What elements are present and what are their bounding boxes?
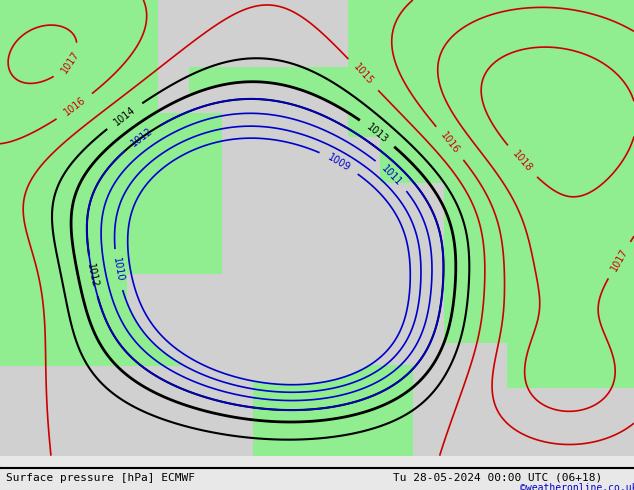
Text: ©weatheronline.co.uk: ©weatheronline.co.uk bbox=[520, 483, 634, 490]
Text: 1011: 1011 bbox=[380, 163, 404, 188]
Text: Tu 28-05-2024 00:00 UTC (06+18): Tu 28-05-2024 00:00 UTC (06+18) bbox=[393, 473, 602, 483]
Text: Surface pressure [hPa] ECMWF: Surface pressure [hPa] ECMWF bbox=[6, 473, 195, 483]
Text: 1017: 1017 bbox=[59, 49, 81, 75]
Text: 1010: 1010 bbox=[111, 257, 125, 283]
Text: 1013: 1013 bbox=[365, 122, 390, 145]
Text: 1012: 1012 bbox=[86, 263, 100, 289]
Text: 1009: 1009 bbox=[326, 152, 353, 173]
Text: 1014: 1014 bbox=[112, 104, 137, 127]
Text: 1015: 1015 bbox=[351, 62, 375, 87]
Text: 1012: 1012 bbox=[129, 126, 155, 148]
Text: 1017: 1017 bbox=[609, 247, 630, 273]
Text: 1016: 1016 bbox=[439, 130, 462, 156]
Text: 1016: 1016 bbox=[62, 95, 87, 118]
Text: 1018: 1018 bbox=[510, 149, 534, 174]
